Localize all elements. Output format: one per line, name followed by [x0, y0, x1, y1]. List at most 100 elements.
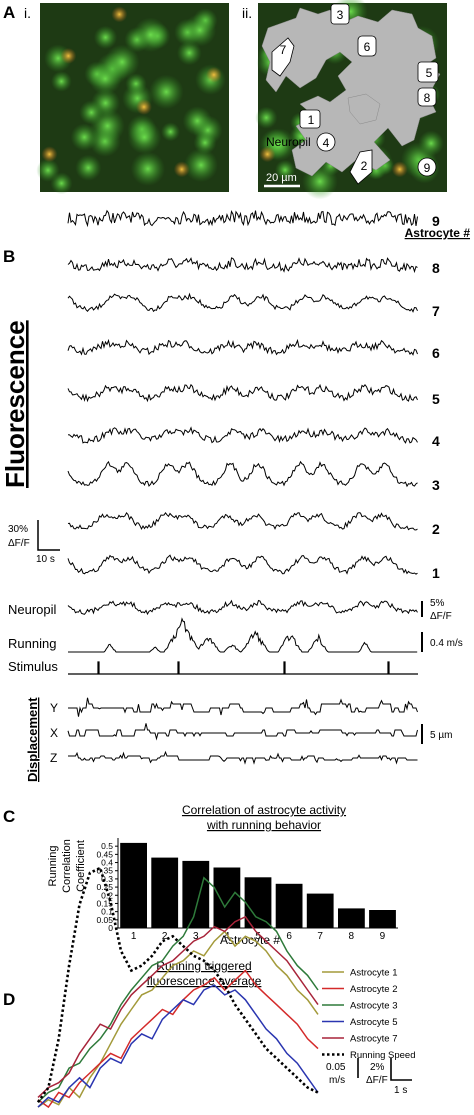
chart-c-xtick-label: 8: [349, 931, 355, 942]
cell-outline-7: [271, 37, 295, 77]
chart-c-xtick-label: 7: [317, 931, 323, 942]
neuron-blob: [184, 148, 218, 183]
running-trace: [68, 617, 418, 653]
fluorescence-ylabel: Fluorescence: [0, 320, 30, 488]
running-scale-label: 0.4 m/s: [430, 638, 463, 649]
neuron-blob: [176, 40, 202, 66]
astrocyte-blob: [135, 98, 152, 115]
legend-label: Astrocyte 2: [350, 984, 398, 995]
panel-d-letter: D: [3, 990, 15, 1009]
neuron-blob: [418, 130, 444, 157]
chart-c-ytick-label: 0.3: [101, 874, 113, 884]
neuron-blob: [182, 106, 212, 136]
neuron-blob: [79, 100, 104, 125]
bar-astrocyte-6: [275, 883, 303, 928]
neuron-blob: [183, 13, 217, 47]
chart-c-ylabel: Running Correlation Coefficient: [47, 839, 87, 893]
neuron-blob: [51, 71, 72, 92]
neuron-blob: [130, 151, 166, 186]
chart-c: 00.050.10.150.20.250.30.350.40.450.51 2 3 4…: [96, 838, 398, 942]
scale-10s: 10 s: [36, 554, 55, 565]
micrograph-ii: 3 7 6 5 8 1 4 2 9 Neuropil 20 µm: [255, 0, 447, 200]
legend-label: Astrocyte 1: [350, 968, 398, 979]
chart-c-xtick-label: 9: [380, 931, 386, 942]
legend-label: Astrocyte 5: [350, 1017, 398, 1028]
fluorescence-trace-astrocyte-6: [67, 338, 418, 356]
cell-label-4: 4: [323, 136, 330, 150]
svg-text:Coefficient: Coefficient: [75, 840, 87, 892]
astrocyte-blob: [111, 6, 128, 23]
cell-label-7: 7: [280, 43, 287, 57]
neuron-blob: [127, 120, 162, 155]
cell-label-1: 1: [308, 113, 315, 127]
series-line-running-speed: [36, 866, 319, 1103]
astrocyte-numbers: 9 8 7 6 5 4 3 2 1: [432, 213, 440, 581]
astrocyte-blob: [205, 66, 222, 83]
fluorescence-trace-astrocyte-7: [67, 292, 418, 313]
neuropil-map-label: Neuropil: [266, 135, 311, 149]
bar-astrocyte-5: [244, 877, 272, 928]
panel-b-letter: B: [3, 247, 15, 266]
running-trace-label: Running: [8, 636, 56, 651]
cell-outline-5: [417, 61, 439, 83]
scale-5-pct: 5%: [430, 598, 445, 609]
panel-a-letter: A: [3, 3, 15, 22]
legend-label: Running Speed: [350, 1050, 416, 1061]
bar-astrocyte-2: [151, 857, 179, 928]
neuron-blob: [133, 17, 168, 53]
disp-x-label: X: [50, 726, 58, 740]
panel-c-letter: C: [3, 807, 15, 826]
chart-c-xtick-label: 6: [286, 931, 292, 942]
cell-outline-9: [417, 157, 437, 177]
d-scale-fluor-unit: ΔF/F: [366, 1075, 388, 1086]
chart-c-xtick-label: 3: [193, 931, 199, 942]
cell-outline-2: [349, 149, 373, 185]
cell-outline-1: [299, 109, 321, 129]
series-line-astrocyte-7: [37, 915, 319, 1098]
series-line-astrocyte-2: [37, 969, 319, 1109]
chart-d: [36, 866, 319, 1109]
displacement-z-trace: [68, 750, 418, 765]
svg-text:Correlation: Correlation: [61, 839, 73, 893]
stimulus-trace: [68, 661, 418, 675]
neuron-blob: [255, 106, 278, 129]
displacement-y-trace: [68, 697, 418, 717]
panel-a-i-label: i.: [24, 5, 31, 21]
chart-c-ytick-label: 0.25: [96, 882, 113, 892]
astrocyte-header: Astrocyte #: [405, 226, 471, 240]
displacement-ylabel: Displacement: [25, 697, 40, 782]
astrocyte-number-5: 5: [432, 391, 440, 407]
neuron-blob: [274, 159, 296, 181]
astrocyte-number-9: 9: [432, 213, 440, 229]
d-scale-speed-value: 0.05: [326, 1062, 346, 1073]
stimulus-trace-label: Stimulus: [8, 659, 58, 674]
astrocyte-number-1: 1: [432, 565, 440, 581]
astrocyte-number-3: 3: [432, 477, 440, 493]
chart-c-xtick-label: 4: [224, 931, 230, 942]
d-scale-time: 1 s: [394, 1085, 407, 1096]
scale-bar-30pct: 30% ΔF/F 10 s: [8, 520, 60, 565]
cell-label-3: 3: [337, 8, 344, 22]
chart-c-xtick-label: 2: [162, 931, 168, 942]
legend-label: Astrocyte 3: [350, 1001, 398, 1012]
neuron-blob: [161, 122, 180, 142]
micrograph-i: [36, 3, 229, 195]
chart-c-subtitle: with running behavior: [206, 818, 321, 832]
d-scale-fluor-value: 2%: [370, 1062, 385, 1073]
chart-c-ytick-label: 0.5: [101, 841, 113, 851]
neuron-blob: [75, 154, 102, 181]
chart-c-ytick-label: 0.1: [101, 907, 113, 917]
cell-outline-8: [417, 87, 437, 107]
bar-astrocyte-8: [338, 908, 365, 928]
fluorescence-trace-astrocyte-5: [67, 383, 418, 403]
fluorescence-trace-astrocyte-3: [67, 460, 418, 488]
neuron-blob: [93, 25, 118, 50]
series-line-astrocyte-3: [37, 876, 319, 1103]
chart-c-ytick-label: 0: [108, 923, 113, 933]
fluorescence-trace-astrocyte-4: [67, 426, 418, 444]
chart-c-ytick-label: 0.05: [96, 915, 113, 925]
chart-c-xtick-label: 1: [131, 931, 137, 942]
astrocyte-blob: [173, 161, 190, 178]
chart-d-legend: Astrocyte 1 Astrocyte 2 Astrocyte 3 Astrocy…: [322, 968, 416, 1061]
chart-c-title: Correlation of astrocyte activity: [182, 803, 346, 817]
